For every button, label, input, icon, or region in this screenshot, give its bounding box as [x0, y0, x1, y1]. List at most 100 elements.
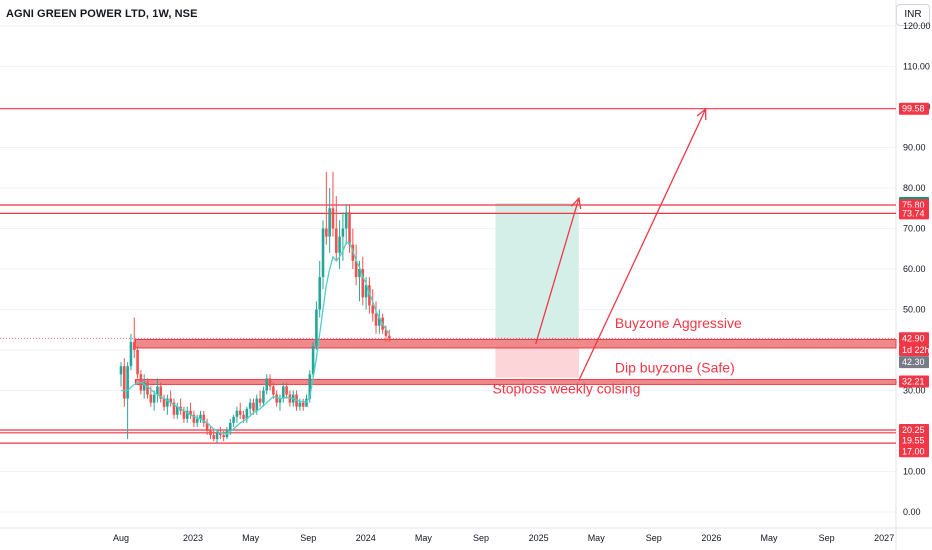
candle-body	[252, 402, 255, 411]
candle-body	[248, 402, 252, 409]
x-tick-label: May	[415, 533, 433, 543]
candle-body	[258, 398, 262, 403]
x-tick-label: 2023	[183, 533, 203, 543]
trend-arrow	[578, 108, 707, 381]
candle-body	[166, 398, 169, 407]
y-tick-label: 30.00	[903, 386, 926, 396]
candle-body	[182, 410, 186, 419]
x-tick-label: 2025	[529, 533, 549, 543]
target-zone	[495, 202, 579, 341]
candle-body	[162, 398, 166, 407]
candle-body	[371, 305, 375, 314]
candle-body	[321, 228, 325, 278]
price-badge	[899, 344, 929, 356]
candle-body	[242, 414, 245, 419]
candle-body	[318, 277, 322, 310]
price-badge-label: 1d 22h	[902, 345, 930, 355]
candle-body	[374, 313, 378, 326]
price-badge	[899, 375, 929, 388]
x-tick-label: May	[760, 533, 778, 543]
price-badge	[899, 207, 929, 220]
candle-body	[265, 378, 269, 391]
candle-body	[272, 386, 275, 395]
candle-body	[176, 406, 179, 415]
candle-body	[235, 410, 239, 417]
candle-body	[262, 390, 265, 403]
candle-body	[344, 212, 348, 229]
candle-body	[311, 345, 315, 375]
candle-body	[238, 410, 242, 415]
candle-body	[348, 212, 351, 245]
price-badge	[899, 434, 929, 447]
x-tick-label: Sep	[646, 533, 662, 543]
x-tick-label: 2027	[874, 533, 894, 543]
price-badge	[899, 445, 929, 458]
y-tick-label: 70.00	[903, 224, 926, 234]
x-tick-label: Sep	[300, 533, 316, 543]
x-tick-label: May	[588, 533, 606, 543]
candle-body	[245, 408, 249, 419]
annotation-label: Stoploss weekly colsing	[493, 380, 641, 396]
price-badge-label: 19.55	[902, 436, 925, 446]
candle-body	[298, 402, 302, 407]
y-tick-label: 110.00	[903, 62, 930, 72]
price-badge	[899, 102, 929, 115]
candle-body	[136, 350, 139, 375]
candle-body	[338, 236, 341, 253]
price-badge	[899, 356, 929, 369]
candle-body	[281, 386, 285, 399]
price-badge	[899, 332, 929, 345]
arrow-head	[696, 107, 707, 121]
candle-body	[126, 366, 129, 399]
buy-zone	[134, 379, 897, 385]
y-tick-label: 80.00	[903, 183, 926, 193]
candle-body	[152, 394, 156, 403]
y-tick-label: 10.00	[903, 467, 926, 477]
candle-body	[361, 269, 365, 298]
candle-body	[185, 410, 189, 419]
candle-body	[232, 416, 235, 423]
candle-body	[132, 341, 136, 350]
candle-body	[278, 398, 282, 403]
candle-body	[215, 433, 219, 440]
candle-body	[149, 394, 153, 403]
candle-body	[159, 386, 163, 399]
price-badge-label: 42.30	[902, 357, 925, 367]
price-badge-label: 99.58	[902, 104, 925, 114]
candle-body	[305, 398, 308, 407]
candle-body	[192, 414, 196, 423]
x-tick-label: Sep	[819, 533, 835, 543]
candle-body	[123, 366, 126, 399]
candle-body	[378, 317, 381, 326]
symbol-title: AGNI GREEN POWER LTD, 1W, NSE	[6, 8, 198, 20]
price-badge-label: 17.00	[902, 446, 925, 456]
x-tick-label: May	[242, 533, 260, 543]
price-badge-label: 42.90	[902, 333, 925, 343]
candle-body	[195, 418, 199, 423]
candle-body	[364, 285, 368, 298]
candle-body	[255, 398, 259, 411]
candle-body	[334, 228, 338, 253]
candle-body	[205, 422, 209, 431]
candle-body	[285, 386, 288, 395]
candle-body	[209, 431, 212, 436]
candle-body	[331, 208, 335, 229]
y-tick-label: 50.00	[903, 305, 926, 315]
x-tick-label: Sep	[473, 533, 489, 543]
price-badge-label: 32.21	[902, 377, 925, 387]
candle-body	[172, 402, 176, 415]
candle-body	[368, 285, 371, 306]
candle-body	[228, 422, 232, 431]
price-badge-label: 20.25	[902, 425, 925, 435]
y-tick-label: 0.00	[903, 507, 921, 517]
buy-zone	[134, 338, 897, 349]
annotation-label: Dip buyzone (Safe)	[615, 359, 735, 375]
candle-body	[156, 386, 159, 395]
candle-body	[358, 269, 361, 278]
candle-body	[384, 329, 388, 336]
candle-body	[301, 402, 305, 407]
candle-body	[387, 335, 391, 339]
y-tick-label: 120.00	[903, 21, 931, 31]
candle-body	[354, 260, 358, 278]
